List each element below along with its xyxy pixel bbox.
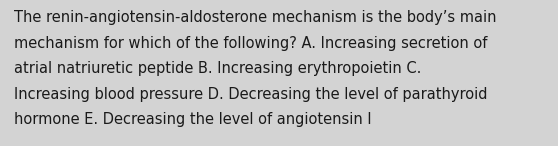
Text: The renin-angiotensin-aldosterone mechanism is the body’s main: The renin-angiotensin-aldosterone mechan…	[14, 10, 497, 25]
Text: atrial natriuretic peptide B. Increasing erythropoietin C.: atrial natriuretic peptide B. Increasing…	[14, 61, 421, 76]
Text: Increasing blood pressure D. Decreasing the level of parathyroid: Increasing blood pressure D. Decreasing …	[14, 87, 488, 102]
Text: mechanism for which of the following? A. Increasing secretion of: mechanism for which of the following? A.…	[14, 36, 487, 51]
Text: hormone E. Decreasing the level of angiotensin I: hormone E. Decreasing the level of angio…	[14, 112, 372, 127]
